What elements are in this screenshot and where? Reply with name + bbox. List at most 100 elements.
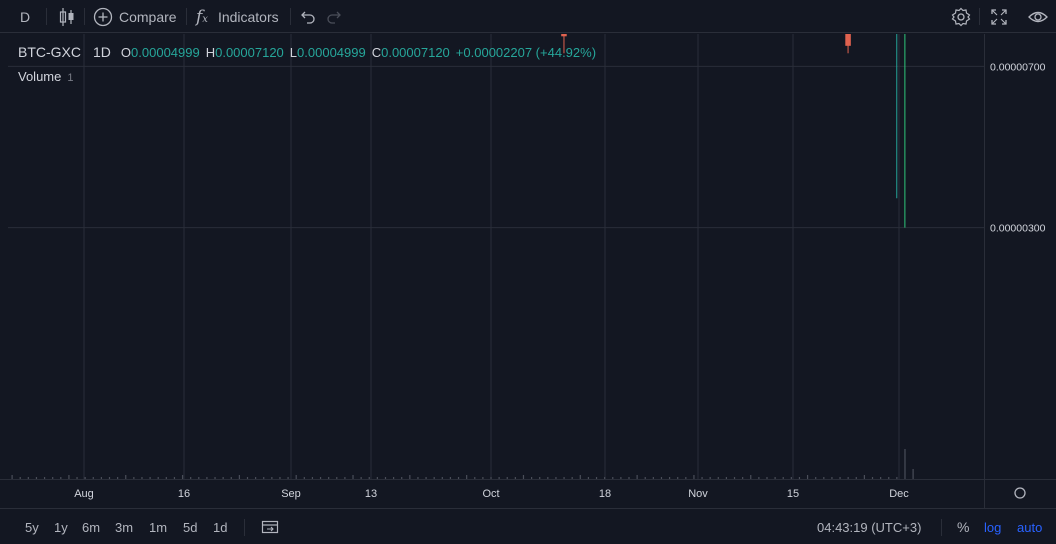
volume-bar [798, 477, 801, 479]
volume-bar [84, 477, 86, 479]
symbol-label[interactable]: BTC-GXC [18, 44, 81, 60]
volume-bar [27, 477, 29, 479]
toolbar-divider [186, 8, 187, 25]
volume-bar [506, 477, 508, 479]
clock-label: 04:43:19 (UTC+3) [817, 519, 922, 535]
volume-bar [190, 477, 192, 479]
volume-bar [295, 475, 297, 479]
range-label: 6m [82, 519, 101, 535]
volume-bar [263, 477, 265, 479]
percent-label: % [957, 519, 970, 535]
volume-bar [863, 475, 865, 479]
clock-display[interactable]: 04:43:19 (UTC+3) [817, 509, 921, 544]
volume-bar [644, 477, 646, 479]
range-5d[interactable]: 5d [183, 509, 197, 544]
range-label: 5y [25, 519, 39, 535]
volume-bar [701, 477, 703, 479]
volume-bar [725, 477, 728, 479]
volume-bar [198, 477, 200, 479]
log-toggle[interactable]: log [984, 509, 1001, 544]
volume-bar [547, 477, 549, 479]
fullscreen-button[interactable] [990, 0, 1008, 33]
range-1y[interactable]: 1y [54, 509, 68, 544]
range-6m[interactable]: 6m [82, 509, 100, 544]
volume-bar [628, 477, 630, 479]
toolbar-divider [84, 8, 85, 25]
volume-bar [409, 475, 411, 479]
volume-bar [871, 477, 874, 479]
axis-settings-icon[interactable] [1014, 487, 1026, 499]
volume-bar [579, 475, 581, 479]
volume-bar [433, 477, 435, 479]
volume-bar [717, 477, 719, 479]
volume-bar [52, 477, 54, 479]
candles-icon[interactable] [58, 0, 76, 33]
toolbar-divider [244, 519, 245, 536]
volume-bar [376, 477, 378, 479]
volume-bar [587, 477, 590, 479]
volume-bar [612, 477, 614, 479]
x-tick-label: 13 [365, 488, 377, 500]
interval-button[interactable]: D [20, 0, 30, 33]
percent-toggle[interactable]: % [957, 509, 969, 544]
undo-button[interactable] [298, 0, 316, 33]
volume-bar [214, 477, 216, 479]
volume-bar [733, 477, 736, 479]
settings-button[interactable] [951, 0, 971, 33]
range-label: 1m [149, 519, 168, 535]
volume-bar [368, 477, 370, 479]
volume-bar [514, 477, 516, 479]
volume-bar [847, 477, 849, 479]
volume-bar [782, 477, 784, 479]
close-key: C [371, 45, 382, 60]
low-key: L [289, 45, 298, 60]
volume-bar [742, 477, 744, 479]
volume-bar [246, 477, 249, 479]
fx-icon: fx [196, 6, 208, 27]
volume-bar [417, 477, 419, 479]
range-1d[interactable]: 1d [213, 509, 227, 544]
bottom-toolbar: 5y 1y 6m 3m 1m 5d 1d 04:43:19 (UTC+3) % … [0, 508, 1056, 544]
goto-date-button[interactable] [261, 509, 279, 544]
volume-bar [319, 477, 322, 479]
volume-bar [393, 477, 395, 479]
x-tick-label: Oct [482, 488, 499, 500]
visibility-button[interactable] [1028, 0, 1048, 33]
volume-bar [457, 477, 460, 479]
volume-bar [181, 475, 184, 479]
volume-bar [328, 477, 330, 479]
volume-bar [685, 477, 687, 479]
indicators-button[interactable]: fx Indicators [196, 0, 279, 33]
auto-toggle[interactable]: auto [1017, 509, 1042, 544]
volume-label[interactable]: Volume [18, 69, 62, 84]
compare-label: Compare [119, 8, 177, 25]
range-3m[interactable]: 3m [115, 509, 133, 544]
top-toolbar: D Compare fx Indicators [0, 0, 1056, 33]
range-1m[interactable]: 1m [149, 509, 167, 544]
volume-bar [125, 475, 127, 479]
redo-button[interactable] [326, 0, 344, 33]
range-label: 1d [213, 519, 228, 535]
volume-bar [677, 477, 679, 479]
x-tick-label: 16 [178, 488, 190, 500]
volume-bar [668, 477, 671, 479]
volume-bar [68, 475, 70, 479]
candle-body [561, 34, 567, 37]
close-value: 0.00007120 [381, 45, 450, 60]
redo-icon [327, 11, 341, 24]
undo-icon [301, 11, 315, 24]
volume-bar [76, 477, 78, 479]
price-chart[interactable]: 0.000080000.000060000.000050000.00004000… [0, 34, 1056, 508]
range-label: 5d [183, 519, 198, 535]
volume-bar [620, 477, 622, 479]
timeframe-label: 1D [93, 44, 111, 60]
range-label: 1y [54, 519, 68, 535]
volume-bar [474, 477, 476, 479]
volume-bar [766, 477, 768, 479]
volume-bar [384, 477, 387, 479]
auto-label: auto [1017, 519, 1043, 535]
range-5y[interactable]: 5y [25, 509, 39, 544]
volume-bar [92, 477, 94, 479]
compare-button[interactable]: Compare [93, 0, 177, 33]
volume-bar [149, 477, 151, 479]
